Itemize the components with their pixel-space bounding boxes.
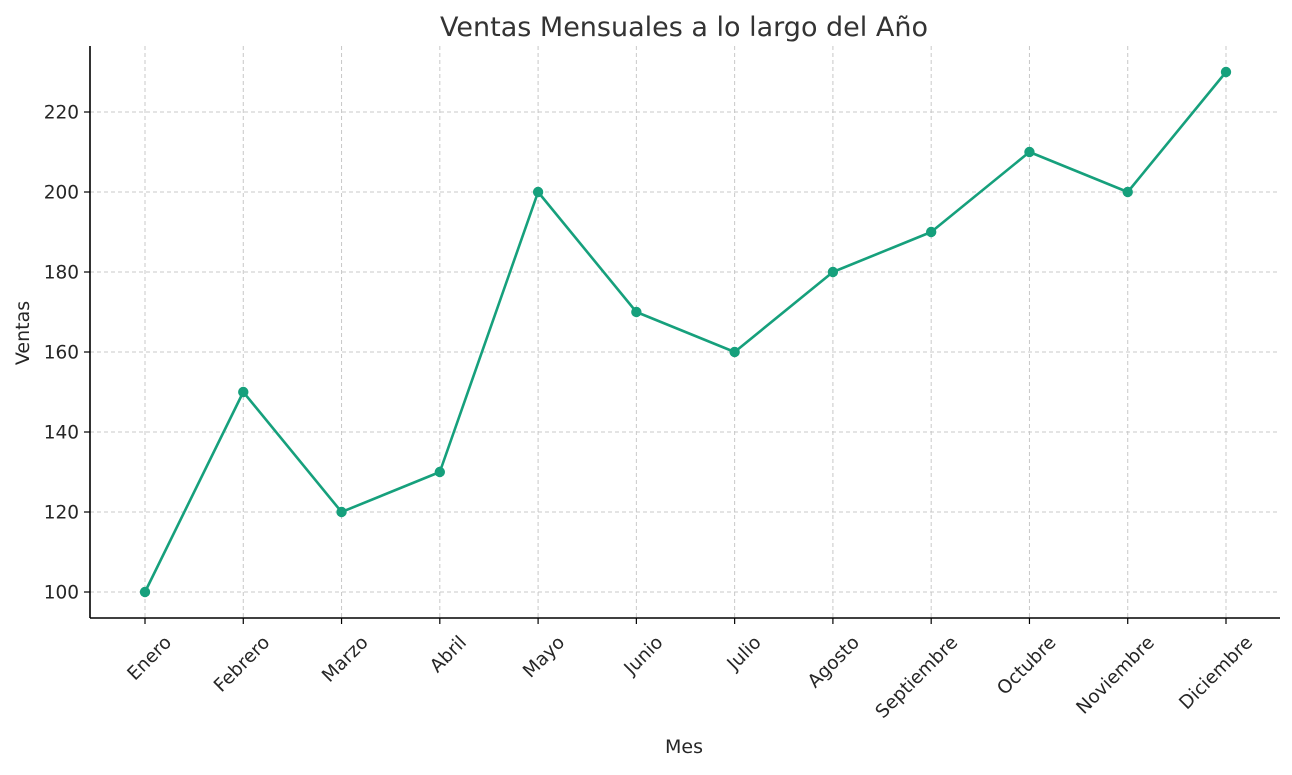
y-tick-label: 200 [44,183,79,204]
series-line [143,70,1228,594]
grid-lines [90,46,1280,618]
x-tick-label: Marzo [318,632,372,686]
y-tick-label: 100 [44,583,79,604]
x-tick-label: Enero [124,632,177,685]
x-axis-label: Mes [665,736,703,758]
x-tick-label: Febrero [210,632,274,696]
axes [89,46,1280,619]
x-tick-label: Noviembre [1073,632,1159,718]
y-tick-label: 120 [44,503,79,524]
data-point [827,266,839,278]
x-tick-label: Octubre [993,632,1060,699]
data-point [631,306,642,318]
y-axis-ticks: 100 120 140 160 180 200 220 [44,103,90,604]
data-point [532,186,544,198]
y-tick-label: 180 [44,263,79,284]
data-point [139,586,151,598]
x-tick-label: Julio [723,632,766,675]
data-point [336,506,347,518]
data-points [139,66,1232,598]
data-point [238,386,249,398]
x-tick-label: Agosto [804,632,864,692]
data-point [434,466,446,478]
y-tick-label: 140 [44,423,79,444]
data-point [925,226,937,238]
x-axis-ticks: Enero Febrero Marzo Abril Mayo Junio Julio Agos… [124,618,1257,723]
y-tick-label: 160 [44,343,79,364]
x-tick-label: Septiembre [872,632,963,723]
x-tick-label: Diciembre [1175,632,1257,714]
x-tick-label: Mayo [519,632,569,682]
x-tick-label: Abril [426,632,471,677]
data-point [1122,186,1133,198]
y-tick-label: 220 [44,103,79,124]
chart-title: Ventas Mensuales a lo largo del Año [440,12,928,43]
y-axis-label: Ventas [12,301,34,365]
series-line-0 [143,70,1228,594]
x-tick-label: Junio [620,632,668,680]
data-point [1024,146,1035,158]
data-point [729,346,740,358]
data-point [1220,66,1232,78]
